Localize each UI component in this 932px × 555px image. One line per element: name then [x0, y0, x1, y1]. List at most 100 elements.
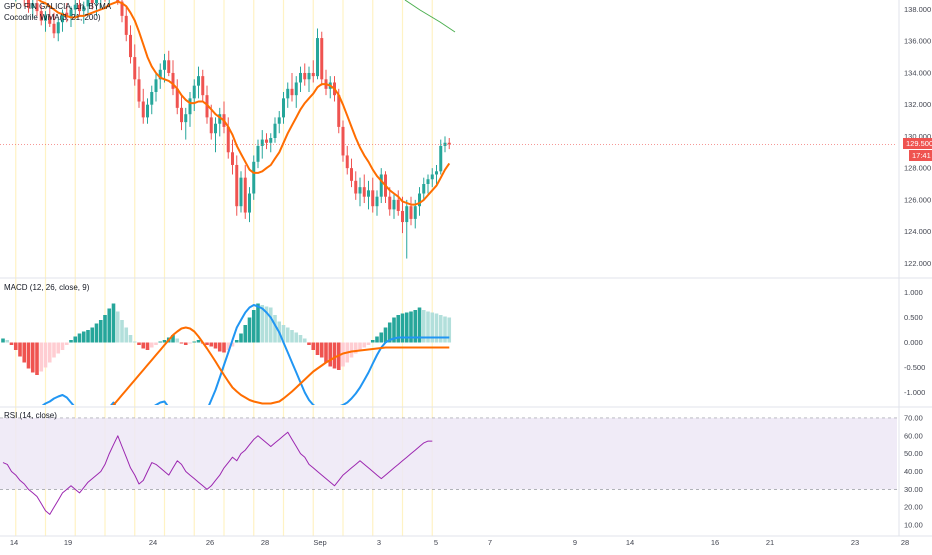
macd-histogram-bar[interactable]	[209, 342, 214, 347]
macd-histogram-bar[interactable]	[226, 342, 231, 351]
macd-histogram-bar[interactable]	[124, 327, 129, 343]
indicator-title-rsi[interactable]: RSI (14, close)	[4, 411, 57, 420]
candle-body[interactable]	[422, 184, 426, 194]
candle-body[interactable]	[260, 139, 264, 146]
candle-body[interactable]	[129, 34, 132, 58]
candle-body[interactable]	[401, 210, 404, 223]
macd-histogram-bar[interactable]	[22, 342, 27, 363]
candle-body[interactable]	[426, 179, 430, 184]
macd-histogram-bar[interactable]	[77, 333, 82, 343]
macd-histogram-bar[interactable]	[188, 342, 192, 344]
macd-histogram-bar[interactable]	[47, 342, 52, 363]
macd-histogram-bar[interactable]	[73, 336, 78, 343]
candle-body[interactable]	[235, 164, 239, 207]
macd-histogram-bar[interactable]	[192, 341, 197, 343]
candle-body[interactable]	[290, 88, 294, 96]
candle-body[interactable]	[175, 88, 179, 108]
candle-body[interactable]	[209, 117, 213, 134]
candle-body[interactable]	[243, 177, 247, 213]
indicator-title-macd[interactable]: MACD (12, 26, close, 9)	[4, 283, 90, 292]
macd-histogram-bar[interactable]	[290, 330, 294, 343]
macd-histogram-bar[interactable]	[268, 307, 273, 343]
macd-histogram-bar[interactable]	[383, 327, 388, 343]
candle-body[interactable]	[39, 11, 43, 21]
macd-histogram-bar[interactable]	[1, 338, 5, 343]
candle-body[interactable]	[154, 79, 158, 92]
macd-histogram-bar[interactable]	[353, 342, 358, 354]
macd-histogram-bar[interactable]	[328, 342, 333, 367]
macd-histogram-bar[interactable]	[273, 315, 277, 343]
candle-body[interactable]	[320, 38, 324, 80]
candle-body[interactable]	[124, 15, 128, 35]
macd-histogram-bar[interactable]	[256, 303, 260, 343]
candle-body[interactable]	[337, 95, 341, 127]
macd-histogram-bar[interactable]	[247, 317, 252, 343]
candle-body[interactable]	[120, 1, 124, 16]
macd-histogram-bar[interactable]	[302, 338, 307, 343]
candle-body[interactable]	[137, 79, 141, 102]
macd-histogram-bar[interactable]	[154, 342, 158, 346]
macd-histogram-bar[interactable]	[196, 340, 201, 343]
candle-body[interactable]	[409, 206, 413, 219]
candle-body[interactable]	[286, 88, 290, 99]
macd-histogram-bar[interactable]	[39, 342, 44, 372]
macd-histogram-bar[interactable]	[409, 311, 413, 343]
candle-body[interactable]	[354, 180, 358, 194]
candle-body[interactable]	[73, 4, 77, 10]
macd-histogram-bar[interactable]	[370, 340, 375, 343]
macd-histogram-bar[interactable]	[137, 342, 141, 346]
macd-histogram-bar[interactable]	[90, 327, 95, 343]
macd-histogram-bar[interactable]	[358, 342, 362, 351]
candle-body[interactable]	[180, 107, 183, 123]
candle-body[interactable]	[150, 92, 154, 105]
macd-histogram-bar[interactable]	[421, 310, 426, 343]
candle-body[interactable]	[273, 123, 277, 138]
candle-body[interactable]	[188, 98, 192, 115]
macd-histogram-bar[interactable]	[120, 320, 124, 343]
candle-body[interactable]	[171, 72, 175, 89]
candle-body[interactable]	[435, 171, 438, 175]
macd-histogram-bar[interactable]	[438, 315, 443, 343]
candle-body[interactable]	[443, 142, 447, 146]
candle-body[interactable]	[265, 139, 268, 143]
candle-body[interactable]	[256, 145, 260, 162]
macd-histogram-bar[interactable]	[447, 317, 452, 343]
candle-body[interactable]	[371, 190, 375, 207]
candle-body[interactable]	[52, 23, 56, 34]
macd-histogram-bar[interactable]	[349, 342, 354, 358]
candle-body[interactable]	[345, 155, 349, 169]
macd-histogram-bar[interactable]	[332, 342, 337, 369]
candle-body[interactable]	[307, 72, 311, 80]
candle-body[interactable]	[201, 76, 205, 96]
macd-histogram-bar[interactable]	[217, 342, 222, 352]
macd-histogram-bar[interactable]	[18, 342, 22, 357]
macd-histogram-bar[interactable]	[404, 312, 409, 343]
candle-body[interactable]	[392, 199, 396, 210]
candle-body[interactable]	[69, 9, 73, 18]
candle-body[interactable]	[90, 0, 94, 4]
candle-body[interactable]	[269, 138, 273, 143]
macd-histogram-bar[interactable]	[149, 342, 154, 348]
indicator-title-cocodrile[interactable]: Cocodrile WMA(3, 21, 200)	[4, 13, 101, 22]
candle-body[interactable]	[294, 82, 298, 96]
candle-body[interactable]	[299, 72, 302, 83]
macd-histogram-bar[interactable]	[366, 342, 371, 346]
macd-histogram-bar[interactable]	[307, 342, 311, 346]
macd-histogram-bar[interactable]	[251, 310, 256, 343]
macd-histogram-bar[interactable]	[417, 307, 422, 343]
macd-histogram-bar[interactable]	[298, 335, 303, 343]
candle-body[interactable]	[27, 0, 30, 8]
macd-histogram-bar[interactable]	[158, 341, 163, 343]
macd-histogram-bar[interactable]	[315, 342, 320, 356]
symbol-title[interactable]: GPO FIN GALICIA, 1h, BYMA	[4, 2, 112, 11]
candle-body[interactable]	[231, 152, 234, 165]
candle-body[interactable]	[35, 3, 39, 12]
candle-body[interactable]	[48, 15, 52, 24]
macd-histogram-bar[interactable]	[9, 342, 14, 346]
macd-histogram-bar[interactable]	[379, 332, 384, 343]
candle-body[interactable]	[396, 199, 400, 211]
macd-histogram-bar[interactable]	[69, 340, 73, 343]
macd-histogram-bar[interactable]	[434, 313, 439, 343]
macd-histogram-bar[interactable]	[400, 313, 405, 343]
